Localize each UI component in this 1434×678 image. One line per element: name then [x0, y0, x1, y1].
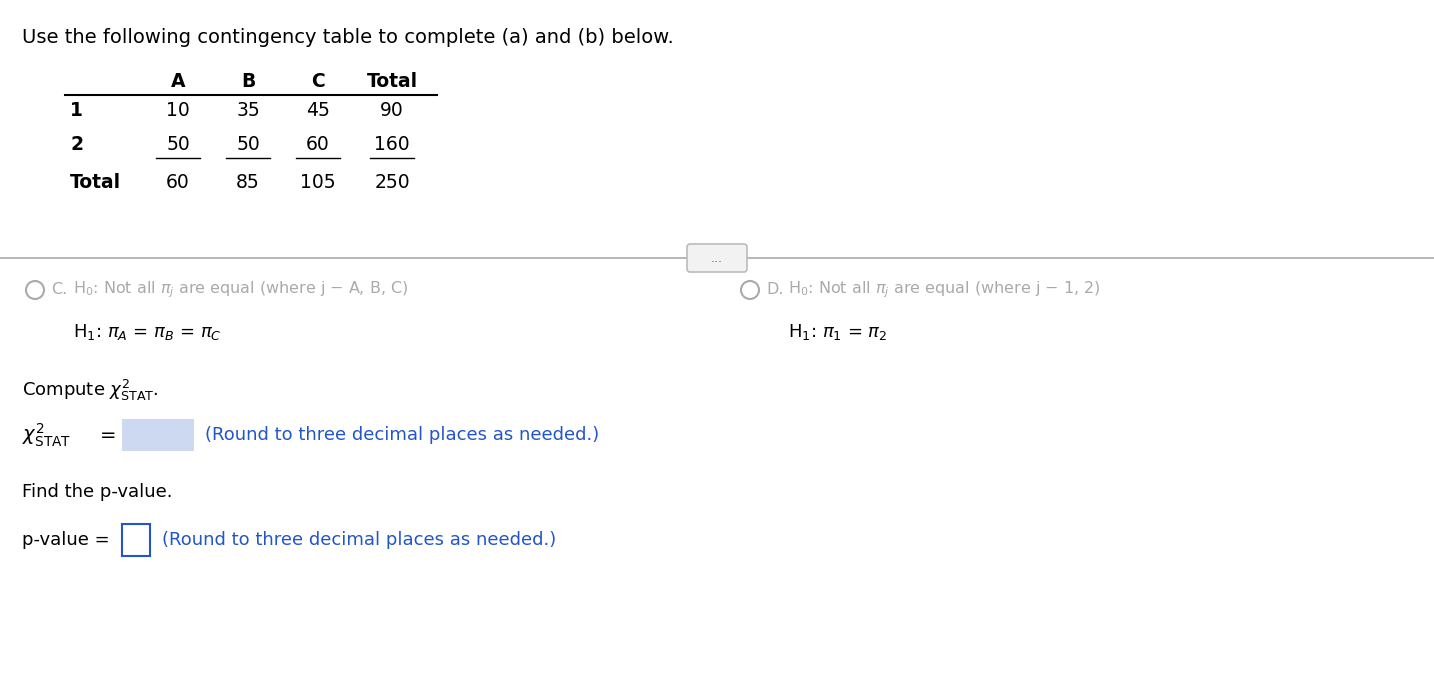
- Text: 250: 250: [374, 174, 410, 193]
- Text: $\mathsf{H_0}$: Not all $\pi_j$ are equal (where j $-$ A, B, C): $\mathsf{H_0}$: Not all $\pi_j$ are equa…: [73, 280, 409, 300]
- Text: 1: 1: [70, 100, 83, 119]
- Text: B: B: [241, 72, 255, 91]
- Text: Total: Total: [367, 72, 417, 91]
- Text: 50: 50: [166, 136, 189, 155]
- Text: 50: 50: [237, 136, 260, 155]
- Text: (Round to three decimal places as needed.): (Round to three decimal places as needed…: [162, 531, 556, 549]
- Text: Total: Total: [70, 174, 120, 193]
- Text: 12.865: 12.865: [125, 426, 191, 445]
- Text: 60: 60: [305, 136, 330, 155]
- Text: 90: 90: [380, 100, 404, 119]
- Text: Find the p-value.: Find the p-value.: [22, 483, 172, 501]
- Bar: [122, 524, 151, 556]
- Text: $\mathsf{H_0}$: Not all $\pi_j$ are equal (where j $-$ 1, 2): $\mathsf{H_0}$: Not all $\pi_j$ are equa…: [789, 280, 1100, 300]
- Text: 85: 85: [237, 174, 260, 193]
- Text: Use the following contingency table to complete (a) and (b) below.: Use the following contingency table to c…: [22, 28, 674, 47]
- FancyBboxPatch shape: [687, 244, 747, 272]
- Text: 60: 60: [166, 174, 189, 193]
- Text: 10: 10: [166, 100, 189, 119]
- Text: p-value =: p-value =: [22, 531, 109, 549]
- Text: $\chi^2_{\mathsf{STAT}}$: $\chi^2_{\mathsf{STAT}}$: [22, 421, 72, 449]
- Text: 2: 2: [70, 136, 83, 155]
- Text: C.: C.: [52, 283, 67, 298]
- Text: $\mathsf{H_1}$: $\pi_1$ = $\pi_2$: $\mathsf{H_1}$: $\pi_1$ = $\pi_2$: [789, 322, 888, 342]
- Text: 105: 105: [300, 174, 336, 193]
- Text: 45: 45: [305, 100, 330, 119]
- Text: ...: ...: [711, 252, 723, 264]
- Text: 160: 160: [374, 136, 410, 155]
- Text: (Round to three decimal places as needed.): (Round to three decimal places as needed…: [205, 426, 599, 444]
- Text: D.: D.: [766, 283, 783, 298]
- Text: A: A: [171, 72, 185, 91]
- Text: Compute $\chi^2_{\mathsf{STAT}}$.: Compute $\chi^2_{\mathsf{STAT}}$.: [22, 378, 159, 403]
- Text: C: C: [311, 72, 326, 91]
- Bar: [122, 419, 194, 451]
- Text: $\mathsf{H_1}$: $\pi_A$ = $\pi_B$ = $\pi_C$: $\mathsf{H_1}$: $\pi_A$ = $\pi_B$ = $\pi…: [73, 322, 222, 342]
- Text: 35: 35: [237, 100, 260, 119]
- Text: =: =: [100, 426, 116, 445]
